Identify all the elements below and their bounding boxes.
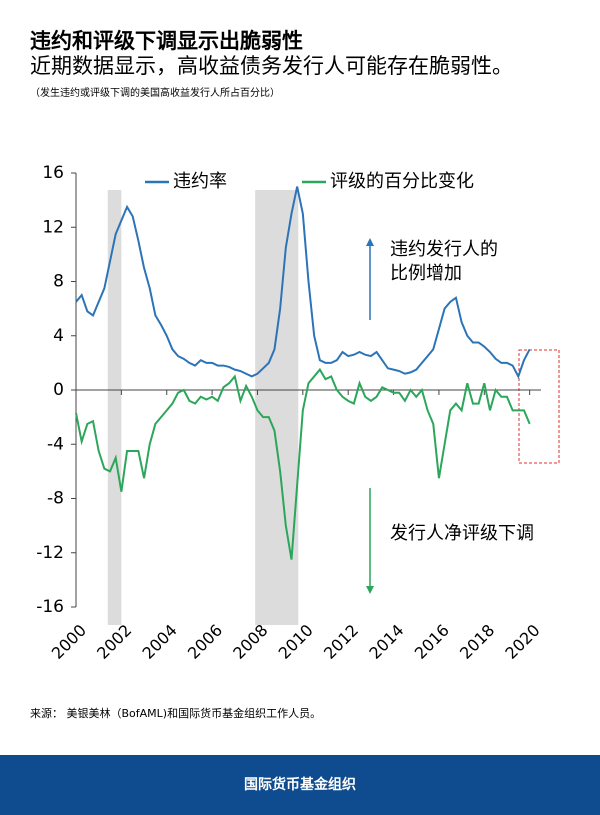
- annotation: 比例增加: [390, 263, 462, 284]
- series-line: [75, 367, 531, 560]
- x-tick-label: 2008: [229, 621, 271, 663]
- x-tick-label: 2014: [365, 621, 407, 663]
- x-tick-label: 2000: [48, 621, 90, 663]
- x-tick-label: 2018: [456, 621, 498, 663]
- x-tick-label: 2002: [93, 621, 135, 663]
- footer-band: [0, 755, 600, 815]
- recession-band: [107, 190, 122, 625]
- source: 来源： 美银美林（BofAML)和国际货币基金组织工作人员。: [30, 706, 321, 720]
- annotation: 违约发行人的: [390, 239, 498, 260]
- series-line: [75, 186, 531, 379]
- y-tick-label: -16: [36, 597, 64, 617]
- highlight-box: [518, 349, 560, 464]
- note: （发生违约或评级下调的美国高收益发行人所占百分比）: [30, 88, 280, 99]
- y-tick-label: 8: [53, 272, 64, 292]
- x-tick-label: 2012: [320, 621, 362, 663]
- legend-label: 评级的百分比变化: [330, 171, 474, 192]
- legend-label: 违约率: [173, 171, 227, 192]
- subtitle: 近期数据显示，高收益债务发行人可能存在脆弱性。: [30, 54, 513, 78]
- y-tick-label: -4: [47, 434, 64, 454]
- up-arrow-head: [366, 238, 374, 246]
- y-tick-label: -8: [47, 489, 64, 509]
- x-tick-label: 2020: [501, 621, 543, 663]
- x-tick-label: 2006: [184, 621, 226, 663]
- x-tick-label: 2004: [139, 621, 181, 663]
- x-tick-label: 2010: [275, 621, 317, 663]
- y-tick-label: 4: [53, 326, 64, 346]
- x-tick-label: 2016: [411, 621, 453, 663]
- header: 违约和评级下调显示出脆弱性 近期数据显示，高收益债务发行人可能存在脆弱性。 （发…: [30, 28, 550, 99]
- annotation: 发行人净评级下调: [390, 523, 534, 544]
- title: 违约和评级下调显示出脆弱性: [30, 29, 303, 53]
- down-arrow-head: [366, 586, 374, 594]
- y-tick-label: 12: [42, 217, 64, 237]
- y-tick-label: 0: [53, 380, 64, 400]
- footer: 国际货币基金组织: [244, 776, 356, 793]
- recession-band: [255, 190, 299, 625]
- y-tick-label: 16: [42, 163, 64, 183]
- y-tick-label: -12: [36, 543, 64, 563]
